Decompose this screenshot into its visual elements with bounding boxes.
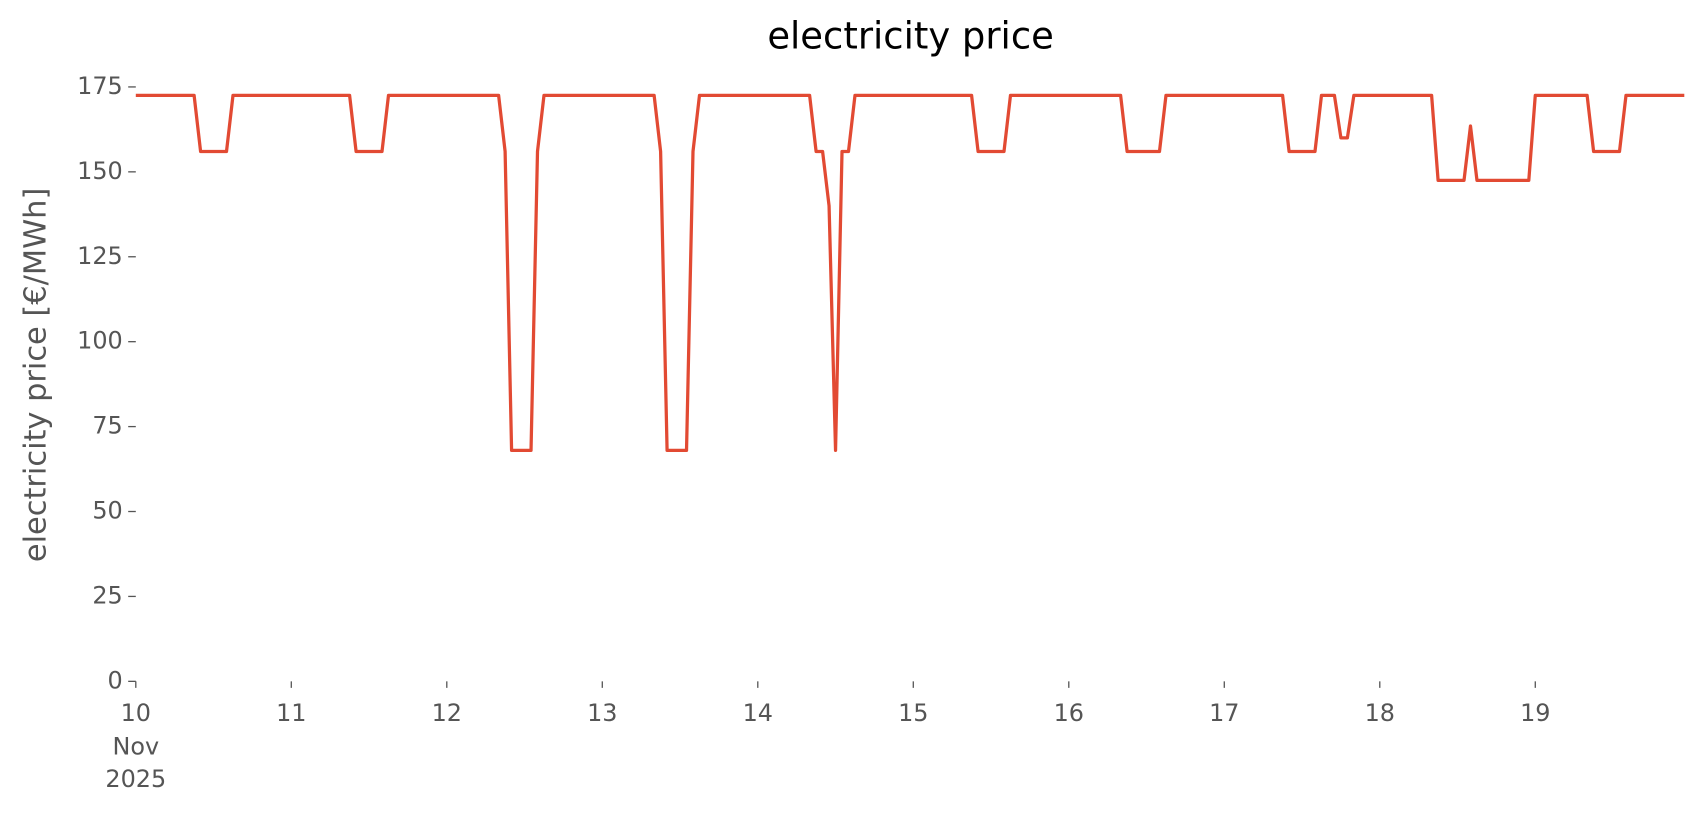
y-tick-label: 175 bbox=[77, 72, 123, 100]
x-tick-label: 15 bbox=[898, 699, 928, 727]
y-axis-label: electricity price [€/MWh] bbox=[18, 188, 53, 562]
y-tick-label: 25 bbox=[92, 581, 122, 609]
x-tick-label: 12 bbox=[432, 699, 462, 727]
y-tick-label: 125 bbox=[77, 242, 123, 270]
x-tick-sublabel: 2025 bbox=[105, 765, 166, 793]
chart-title: electricity price bbox=[767, 15, 1054, 58]
y-tick-label: 100 bbox=[77, 327, 123, 355]
y-tick-label: 75 bbox=[92, 412, 122, 440]
x-tick-label: 19 bbox=[1520, 699, 1550, 727]
x-tick-label: 11 bbox=[276, 699, 306, 727]
x-tick-sublabel: Nov bbox=[112, 733, 159, 761]
x-tick-label: 13 bbox=[587, 699, 617, 727]
x-tick-label: 10 bbox=[121, 699, 151, 727]
y-tick-label: 150 bbox=[77, 157, 123, 185]
y-tick-label: 50 bbox=[92, 497, 122, 525]
x-tick-label: 16 bbox=[1054, 699, 1084, 727]
x-tick-label: 17 bbox=[1209, 699, 1239, 727]
x-tick-label: 18 bbox=[1365, 699, 1395, 727]
price-line bbox=[135, 93, 1685, 453]
y-tick-label: 0 bbox=[108, 666, 123, 694]
x-tick-label: 14 bbox=[743, 699, 773, 727]
